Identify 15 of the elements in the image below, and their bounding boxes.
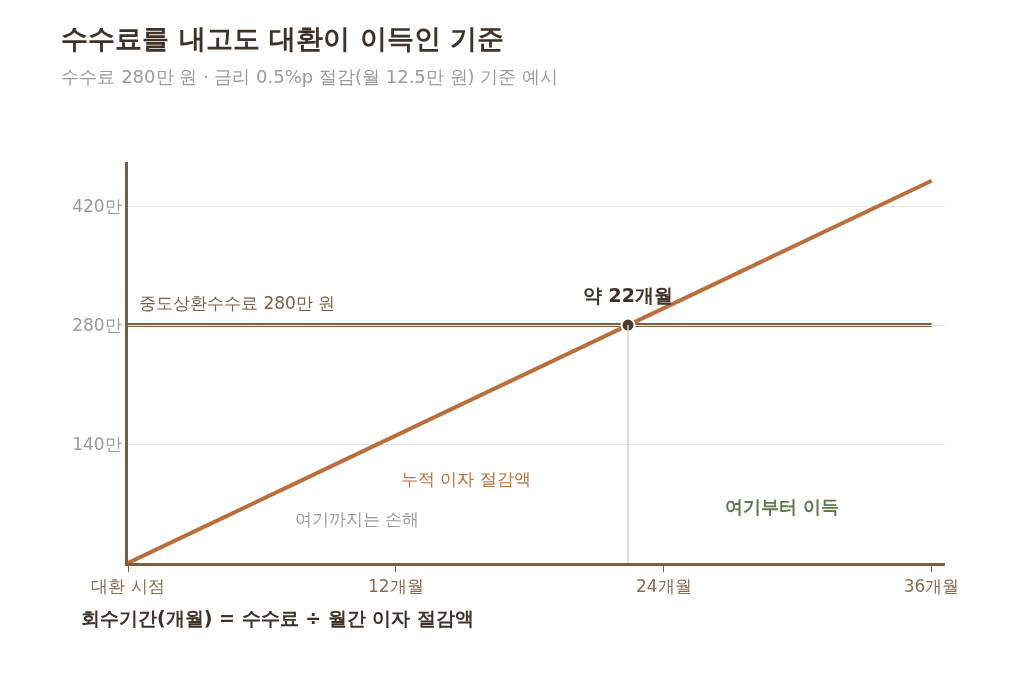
x-tick-label: 12개월 [368,576,424,597]
chart-subtitle: 수수료 280만 원 · 금리 0.5%p 절감(월 12.5만 원) 기준 예시 [61,65,559,87]
ref-line-label: 중도상환수수료 280만 원 [139,293,336,313]
x-tick-label: 24개월 [635,576,692,597]
annotation: 여기까지는 손해 [295,509,420,529]
text: 회수기간(개월) = 수수료 ÷ 월간 이자 절감액 [81,607,474,629]
annotation: 약 22개월 [583,284,674,306]
y-tick-label: 280만 [72,315,122,336]
series-label: 누적 이자 절감액 [401,469,531,489]
y-tick-label: 420만 [72,196,122,217]
x-tick-label: 36개월 [903,576,960,597]
x-tick-label: 대환 시점 [91,576,165,597]
annotation: 여기부터 이득 [725,496,840,517]
y-tick-label: 140만 [72,434,122,455]
chart-title: 수수료를 내고도 대환이 이득인 기준 [61,22,505,54]
